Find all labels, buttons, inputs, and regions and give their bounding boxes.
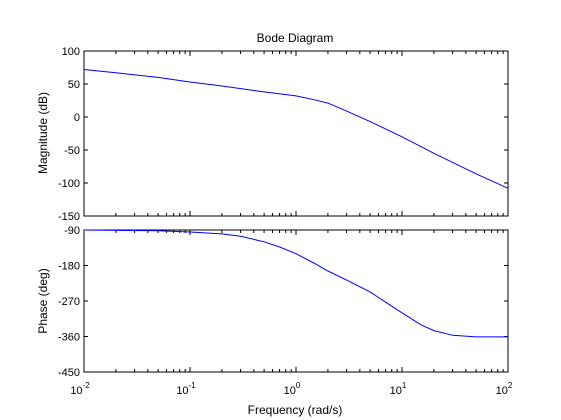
- x-tick-label: 10-2: [70, 381, 90, 397]
- magnitude-panel: 100 50 0 -50 -100 -150: [58, 46, 509, 223]
- phase-y-tick-label: -450: [58, 367, 80, 379]
- phase-axis-title: Phase (deg): [36, 268, 50, 333]
- magnitude-y-tick-label: 100: [62, 46, 80, 58]
- phase-y-tick-label: -270: [58, 296, 80, 308]
- phase-y-tick-label: -360: [58, 332, 80, 344]
- phase-series-line: [83, 229, 508, 338]
- x-tick-label: 102: [496, 381, 513, 397]
- magnitude-axis-title: Magnitude (dB): [36, 92, 50, 174]
- frequency-axis-title: Frequency (rad/s): [248, 403, 343, 417]
- x-tick-label: 100: [284, 381, 301, 397]
- chart-title: Bode Diagram: [257, 31, 334, 45]
- magnitude-y-tick-label: 50: [68, 79, 80, 91]
- x-tick-label: 10-1: [176, 381, 196, 397]
- phase-y-tick-label: -180: [58, 261, 80, 273]
- phase-plot-frame: [83, 229, 509, 373]
- magnitude-y-tick-label: 0: [74, 112, 80, 124]
- phase-panel: -90 -180 -270 -360 -450 10-2 10-1 100 101 102: [58, 225, 513, 397]
- magnitude-y-tick-label: -150: [58, 211, 80, 223]
- phase-y-tick-label: -90: [64, 225, 80, 237]
- x-tick-label: 101: [390, 381, 407, 397]
- magnitude-y-tick-label: -50: [64, 145, 80, 157]
- magnitude-plot-frame: [83, 50, 509, 217]
- magnitude-series-line: [83, 69, 509, 189]
- magnitude-y-tick-label: -100: [58, 178, 80, 190]
